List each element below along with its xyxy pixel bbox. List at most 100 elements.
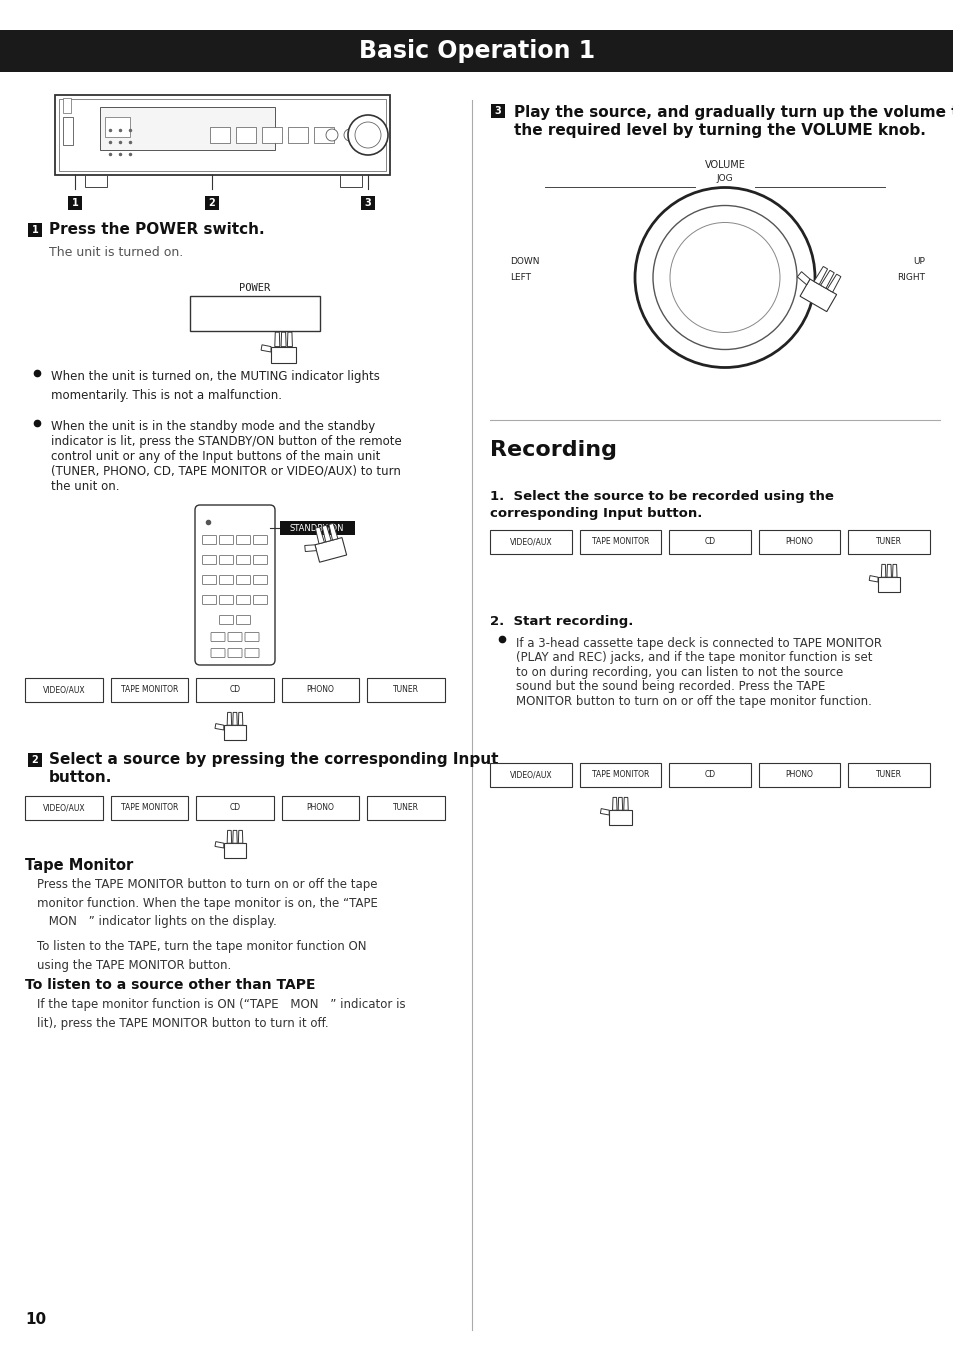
Bar <box>288 127 308 143</box>
Bar <box>490 764 571 786</box>
Bar <box>235 127 255 143</box>
FancyBboxPatch shape <box>228 649 242 657</box>
FancyBboxPatch shape <box>219 595 233 604</box>
Text: To listen to a source other than TAPE: To listen to a source other than TAPE <box>25 978 315 992</box>
Polygon shape <box>238 831 243 843</box>
Circle shape <box>326 130 337 142</box>
Text: 2: 2 <box>209 198 215 208</box>
Polygon shape <box>214 842 224 849</box>
Polygon shape <box>274 332 279 347</box>
Text: 3: 3 <box>364 198 371 208</box>
Text: If the tape monitor function is ON (“TAPE MON ” indicator is
lit), press the TAP: If the tape monitor function is ON (“TAP… <box>37 998 405 1029</box>
Bar <box>68 196 82 210</box>
Text: (PLAY and REC) jacks, and if the tape monitor function is set: (PLAY and REC) jacks, and if the tape mo… <box>516 652 872 665</box>
Bar <box>205 196 219 210</box>
Text: Basic Operation 1: Basic Operation 1 <box>358 39 595 63</box>
Text: Play the source, and gradually turn up the volume to: Play the source, and gradually turn up t… <box>514 105 953 120</box>
FancyBboxPatch shape <box>219 556 233 564</box>
Text: PHONO: PHONO <box>306 685 335 695</box>
Polygon shape <box>609 811 631 824</box>
Text: When the unit is turned on, the MUTING indicator lights
momentarily. This is not: When the unit is turned on, the MUTING i… <box>51 370 379 402</box>
Text: 1: 1 <box>31 225 38 235</box>
Text: TAPE MONITOR: TAPE MONITOR <box>591 537 648 546</box>
Text: VIDEO/AUX: VIDEO/AUX <box>43 804 85 812</box>
Polygon shape <box>329 523 337 540</box>
Polygon shape <box>612 797 617 811</box>
Text: CD: CD <box>230 685 240 695</box>
Bar <box>55 94 390 175</box>
Text: Tape Monitor: Tape Monitor <box>25 858 133 873</box>
Bar <box>210 127 230 143</box>
Polygon shape <box>224 726 246 739</box>
Text: VIDEO/AUX: VIDEO/AUX <box>509 770 552 780</box>
Bar <box>111 679 188 701</box>
FancyBboxPatch shape <box>219 576 233 584</box>
Polygon shape <box>877 577 900 592</box>
Text: indicator is lit, press the STANDBY/ON button of the remote: indicator is lit, press the STANDBY/ON b… <box>51 434 401 448</box>
Text: CD: CD <box>703 537 715 546</box>
Text: STANDBY/ON: STANDBY/ON <box>290 523 344 533</box>
Text: 2: 2 <box>31 755 38 765</box>
FancyBboxPatch shape <box>202 595 216 604</box>
Polygon shape <box>797 271 809 285</box>
Circle shape <box>652 205 796 349</box>
Polygon shape <box>599 808 609 815</box>
Text: corresponding Input button.: corresponding Input button. <box>490 507 701 519</box>
Text: TUNER: TUNER <box>393 804 418 812</box>
Bar <box>63 117 73 144</box>
Polygon shape <box>868 576 877 581</box>
Polygon shape <box>233 712 237 726</box>
Polygon shape <box>238 712 243 726</box>
Polygon shape <box>322 525 331 542</box>
Bar <box>196 679 274 701</box>
Bar <box>668 764 750 786</box>
Text: TUNER: TUNER <box>875 537 902 546</box>
Polygon shape <box>881 564 885 577</box>
Bar <box>59 98 386 171</box>
FancyBboxPatch shape <box>211 633 225 642</box>
Text: TAPE MONITOR: TAPE MONITOR <box>121 685 178 695</box>
Polygon shape <box>813 267 826 285</box>
FancyBboxPatch shape <box>253 576 267 584</box>
Text: Press the POWER switch.: Press the POWER switch. <box>49 223 264 237</box>
Text: LEFT: LEFT <box>510 272 531 282</box>
Text: DOWN: DOWN <box>510 256 539 266</box>
Bar <box>758 530 840 554</box>
FancyBboxPatch shape <box>245 633 258 642</box>
Bar <box>25 679 103 701</box>
Text: VIDEO/AUX: VIDEO/AUX <box>509 537 552 546</box>
Bar <box>490 530 571 554</box>
Text: If a 3-head cassette tape deck is connected to TAPE MONITOR: If a 3-head cassette tape deck is connec… <box>516 637 882 650</box>
Text: the required level by turning the VOLUME knob.: the required level by turning the VOLUME… <box>514 123 925 138</box>
Bar <box>339 175 361 188</box>
Bar <box>25 796 103 820</box>
Text: JOG: JOG <box>716 174 733 183</box>
Bar <box>281 796 359 820</box>
Bar <box>105 117 130 138</box>
FancyBboxPatch shape <box>194 505 274 665</box>
FancyBboxPatch shape <box>253 595 267 604</box>
Bar <box>85 175 107 188</box>
Text: Recording: Recording <box>490 440 617 460</box>
FancyBboxPatch shape <box>202 536 216 545</box>
Circle shape <box>635 188 814 367</box>
Polygon shape <box>227 712 232 726</box>
Text: 1.  Select the source to be recorded using the: 1. Select the source to be recorded usin… <box>490 490 833 503</box>
Bar <box>367 679 444 701</box>
Bar <box>63 98 71 113</box>
Bar <box>0 30 953 71</box>
Text: 1: 1 <box>71 198 78 208</box>
Bar <box>367 796 444 820</box>
Bar <box>579 764 660 786</box>
Text: to on during recording, you can listen to not the source: to on during recording, you can listen t… <box>516 666 842 679</box>
Bar <box>281 679 359 701</box>
Polygon shape <box>314 538 346 563</box>
Bar <box>314 127 334 143</box>
Circle shape <box>361 130 374 142</box>
Circle shape <box>355 121 380 148</box>
Text: Press the TAPE MONITOR button to turn on or off the tape
monitor function. When : Press the TAPE MONITOR button to turn on… <box>37 878 377 928</box>
Bar <box>262 127 282 143</box>
Text: sound but the sound being recorded. Press the TAPE: sound but the sound being recorded. Pres… <box>516 680 824 693</box>
Text: button.: button. <box>49 770 112 785</box>
FancyBboxPatch shape <box>253 536 267 545</box>
